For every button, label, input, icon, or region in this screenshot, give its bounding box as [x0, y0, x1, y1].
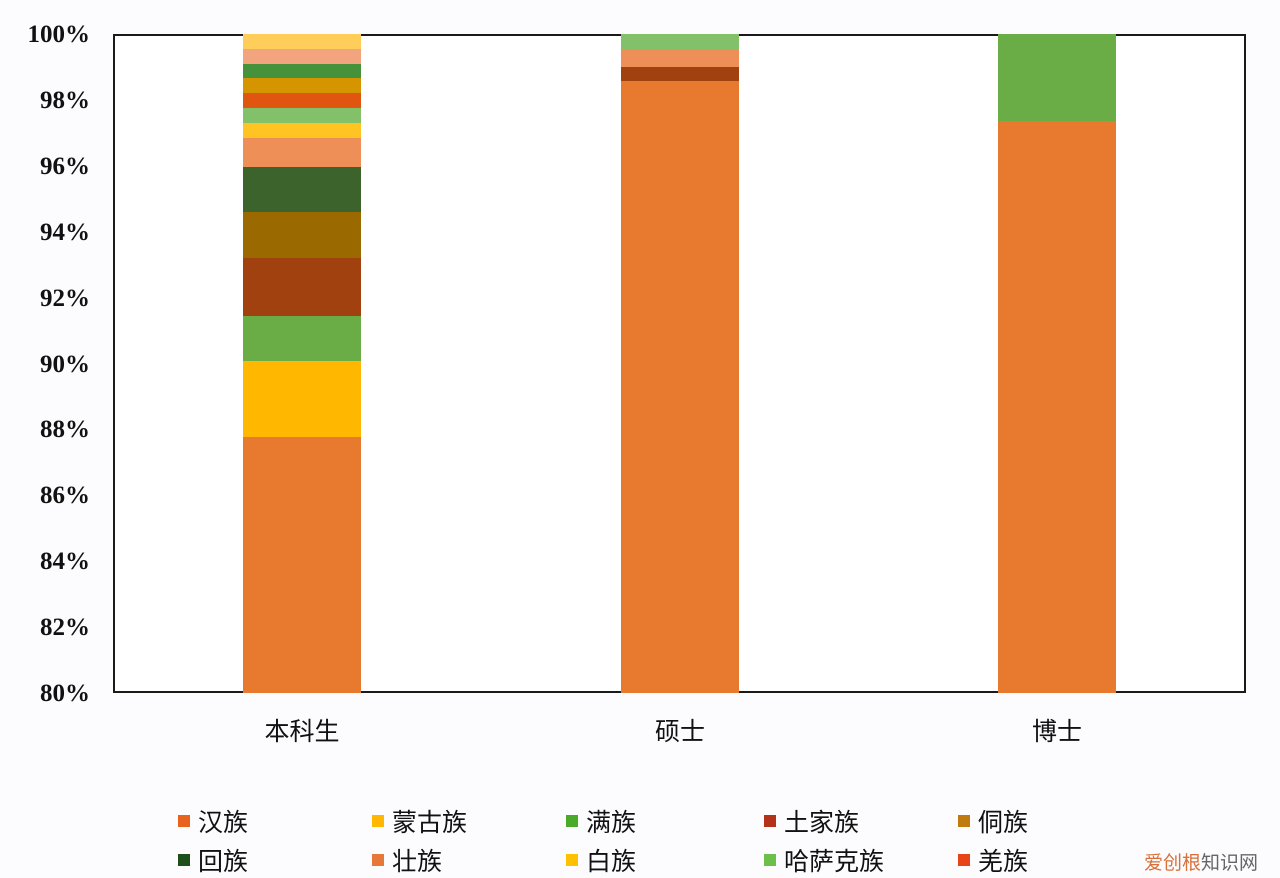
legend-label: 哈萨克族: [784, 847, 885, 876]
legend-swatch-icon: [372, 854, 384, 866]
y-tick-label: 86%: [40, 482, 90, 510]
legend-label: 土家族: [784, 808, 860, 837]
y-tick-label: 96%: [40, 152, 90, 180]
bar-segment: [243, 122, 361, 139]
watermark: 爱创根知识网: [1144, 848, 1258, 875]
y-tick-label: 80%: [40, 680, 90, 707]
legend-label: 壮族: [392, 847, 443, 876]
bar-segment: [621, 66, 739, 82]
legend-swatch-icon: [372, 815, 384, 827]
bar-1: [621, 34, 739, 693]
y-tick-label: 92%: [40, 284, 90, 312]
legend-label: 满族: [586, 808, 637, 837]
legend-swatch-icon: [764, 854, 776, 866]
bar-segment: [243, 34, 361, 50]
bar-0: [243, 34, 361, 693]
legend-label: 汉族: [198, 808, 249, 837]
legend-swatch-icon: [178, 815, 190, 827]
legend-item: 满族: [566, 803, 636, 839]
y-tick-label: 94%: [40, 218, 90, 246]
bar-segment: [243, 316, 361, 361]
legend-label: 回族: [198, 847, 249, 876]
y-tick-label: 100%: [27, 21, 91, 48]
y-tick-label: 82%: [40, 614, 90, 642]
legend-item: 土家族: [764, 803, 859, 839]
bar-segment: [621, 34, 739, 51]
bar-segment: [243, 63, 361, 79]
bar-segment: [243, 138, 361, 168]
legend-item: 壮族: [372, 842, 442, 878]
bar-segment: [243, 211, 361, 259]
y-tick-label: 98%: [40, 86, 90, 114]
legend-label: 白族: [586, 847, 637, 876]
bar-segment: [243, 436, 361, 693]
legend-swatch-icon: [566, 854, 578, 866]
legend-item: 汉族: [178, 803, 248, 839]
y-tick-label: 90%: [40, 350, 90, 378]
legend-item: 羌族: [958, 842, 1028, 878]
bar-segment: [243, 92, 361, 109]
y-tick-label: 84%: [40, 548, 90, 576]
legend-label: 侗族: [978, 808, 1029, 837]
bar-segment: [998, 34, 1116, 121]
bar-segment: [621, 50, 739, 67]
legend-item: 回族: [178, 842, 248, 878]
legend-item: 侗族: [958, 803, 1028, 839]
x-tick-label: 博士: [1031, 717, 1082, 746]
bar-segment: [243, 258, 361, 317]
x-tick-label: 硕士: [654, 717, 705, 746]
bar-segment: [621, 81, 739, 693]
bar-segment: [243, 49, 361, 64]
bar-2: [998, 34, 1116, 693]
legend-item: 蒙古族: [372, 803, 467, 839]
bar-segment: [243, 167, 361, 212]
bar-segment: [243, 360, 361, 437]
legend-item: 哈萨克族: [764, 842, 884, 878]
legend-label: 蒙古族: [392, 808, 468, 837]
watermark-accent: 爱创根: [1143, 852, 1201, 874]
bar-segment: [243, 78, 361, 93]
legend-swatch-icon: [764, 815, 776, 827]
bar-segment: [243, 108, 361, 123]
bar-segment: [998, 120, 1116, 693]
x-tick-label: 本科生: [264, 717, 340, 746]
legend-swatch-icon: [958, 854, 970, 866]
legend-swatch-icon: [178, 854, 190, 866]
legend-item: 白族: [566, 842, 636, 878]
y-tick-label: 88%: [40, 416, 90, 444]
legend-swatch-icon: [566, 815, 578, 827]
watermark-text: 知识网: [1200, 852, 1258, 874]
legend-label: 羌族: [978, 847, 1029, 876]
legend-swatch-icon: [958, 815, 970, 827]
